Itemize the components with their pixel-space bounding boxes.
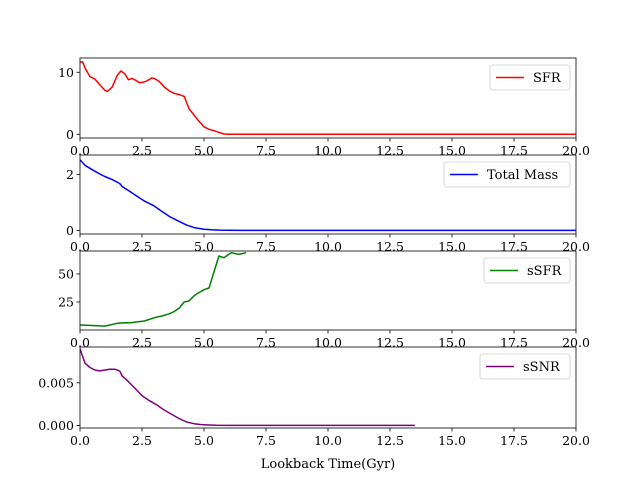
x-tick-label: 20.0 bbox=[562, 335, 590, 350]
legend-label: sSNR bbox=[523, 360, 561, 375]
y-tick-label: 2 bbox=[66, 167, 74, 182]
x-tick-label: 7.5 bbox=[256, 143, 276, 158]
legend-box bbox=[443, 161, 571, 188]
subplot-2: 0.0 2.5 5.0 7.5 10.0 12.5 15.0 17.5 20.0 0 2 Total … bbox=[66, 154, 590, 254]
x-tick-label: 12.5 bbox=[376, 239, 404, 254]
x-tick-label: 2.5 bbox=[132, 143, 152, 158]
x-tick-label: 7.5 bbox=[256, 335, 276, 350]
y-tick-label: 0 bbox=[66, 223, 74, 238]
y-tick-label: 25 bbox=[58, 294, 74, 309]
legend-box bbox=[483, 257, 571, 284]
y-tick-label: 50 bbox=[58, 266, 74, 281]
series-line-ssnr bbox=[80, 348, 415, 427]
x-tick-label: 20.0 bbox=[562, 433, 590, 448]
x-tick-label: 5.0 bbox=[194, 143, 214, 158]
x-tick-label: 0.0 bbox=[70, 143, 90, 158]
series-line-ssfr bbox=[80, 251, 247, 327]
x-tick-label: 15.0 bbox=[438, 239, 466, 254]
x-tick-label: 0.0 bbox=[70, 335, 90, 350]
x-tick-label: 10.0 bbox=[314, 335, 342, 350]
subplot-4: 0.0 2.5 5.0 7.5 10.0 12.5 15.0 17.5 20.0 0.000 0.0… bbox=[38, 346, 590, 448]
x-tick-label: 15.0 bbox=[438, 335, 466, 350]
x-tick-label: 7.5 bbox=[256, 239, 276, 254]
x-tick-label: 15.0 bbox=[438, 143, 466, 158]
x-tick-label: 2.5 bbox=[132, 433, 152, 448]
y-tick-label: 0.000 bbox=[38, 418, 74, 433]
x-tick-label: 17.5 bbox=[500, 239, 528, 254]
x-tick-label: 7.5 bbox=[256, 433, 276, 448]
x-tick-label: 20.0 bbox=[562, 239, 590, 254]
y-tick-label: 10 bbox=[58, 65, 74, 80]
x-tick-label: 10.0 bbox=[314, 239, 342, 254]
x-tick-label: 20.0 bbox=[562, 143, 590, 158]
subplot-3: 0.0 2.5 5.0 7.5 10.0 12.5 15.0 17.5 20.0 25 50 sSFR bbox=[58, 250, 590, 350]
x-tick-label: 0.0 bbox=[70, 433, 90, 448]
series-line-total-mass bbox=[80, 159, 576, 232]
x-tick-label: 2.5 bbox=[132, 335, 152, 350]
x-tick-label: 10.0 bbox=[314, 433, 342, 448]
x-tick-label: 12.5 bbox=[376, 433, 404, 448]
legend-label: SFR bbox=[533, 71, 562, 86]
x-tick-label: 17.5 bbox=[500, 143, 528, 158]
series-line-sfr bbox=[80, 60, 576, 136]
legend-label: Total Mass bbox=[487, 168, 558, 183]
x-tick-label: 12.5 bbox=[376, 335, 404, 350]
x-tick-label: 10.0 bbox=[314, 143, 342, 158]
x-tick-label: 5.0 bbox=[194, 239, 214, 254]
x-tick-label: 15.0 bbox=[438, 433, 466, 448]
legend-box bbox=[479, 353, 571, 380]
x-tick-label: 0.0 bbox=[70, 239, 90, 254]
y-tick-label: 0 bbox=[66, 127, 74, 142]
x-tick-label: 5.0 bbox=[194, 335, 214, 350]
x-tick-label: 17.5 bbox=[500, 335, 528, 350]
legend-box bbox=[489, 64, 571, 91]
subplot-1: 0.0 2.5 5.0 7.5 10.0 12.5 15.0 17.5 20.0 0 10 SFR bbox=[58, 57, 590, 158]
x-axis-label: Lookback Time(Gyr) bbox=[261, 457, 395, 472]
x-tick-label: 2.5 bbox=[132, 239, 152, 254]
legend-label: sSFR bbox=[527, 264, 563, 279]
x-tick-label: 17.5 bbox=[500, 433, 528, 448]
x-tick-label: 12.5 bbox=[376, 143, 404, 158]
y-tick-label: 0.005 bbox=[38, 375, 74, 390]
x-tick-label: 5.0 bbox=[194, 433, 214, 448]
